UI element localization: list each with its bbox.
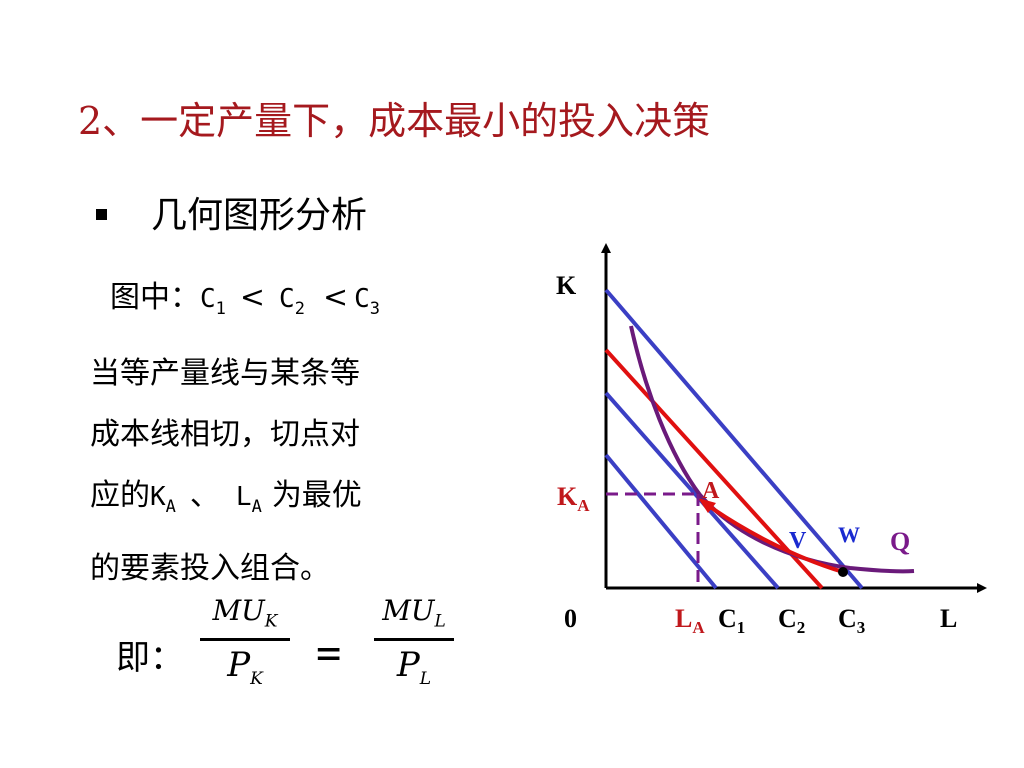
c3-letter: C bbox=[838, 604, 857, 633]
la-axis-label: LA bbox=[675, 604, 705, 637]
p-k-subscript: K bbox=[250, 668, 263, 689]
c3-axis-label: C3 bbox=[838, 604, 865, 637]
arrowhead-icon bbox=[698, 498, 716, 513]
inequality-prefix: 图中： bbox=[110, 280, 200, 315]
fraction-l-numerator: MUL bbox=[374, 594, 454, 632]
y-axis-label: K bbox=[556, 271, 577, 300]
fraction-l-bar bbox=[374, 637, 454, 641]
c2-sub: 2 bbox=[797, 618, 806, 637]
p-k-symbol: P bbox=[227, 644, 251, 685]
la-axis-letter: L bbox=[675, 604, 692, 633]
c2-symbol: C bbox=[279, 284, 295, 314]
c1-subscript: 1 bbox=[215, 299, 226, 319]
ka-axis-letter: K bbox=[557, 482, 578, 511]
cost-inequality: 图中：C1 < C2 < C3 bbox=[110, 272, 380, 319]
mu-k-subscript: K bbox=[264, 611, 278, 632]
para-line-3-start: 应的 bbox=[90, 478, 150, 513]
fraction-k-bar bbox=[200, 637, 290, 641]
equals-sign: = bbox=[316, 628, 342, 677]
para-line-3: 应的KA、 LA 为最优 bbox=[90, 465, 460, 538]
fraction-k-denominator: PK bbox=[200, 645, 290, 689]
para-line-3-end: 为最优 bbox=[271, 478, 362, 513]
fraction-l-denominator: PL bbox=[374, 645, 454, 689]
p-l-subscript: L bbox=[419, 668, 432, 689]
la-axis-subscript: A bbox=[692, 618, 705, 637]
ka-symbol: K bbox=[150, 482, 166, 512]
origin-label: 0 bbox=[564, 604, 577, 633]
less-than-2: < bbox=[322, 280, 349, 315]
movement-arrow-curve bbox=[704, 502, 844, 574]
fraction-k-numerator: MUK bbox=[200, 594, 290, 632]
para-line-4: 的要素投入组合。 bbox=[90, 551, 330, 586]
equation-prefix: 即： bbox=[116, 638, 184, 678]
isocost-line-c3 bbox=[604, 288, 864, 590]
c3-subscript: 3 bbox=[369, 299, 380, 319]
separator: 、 bbox=[189, 478, 220, 513]
mu-k-symbol: MU bbox=[212, 594, 265, 627]
fraction-l: MUL PL bbox=[374, 594, 454, 688]
la-subscript: A bbox=[251, 497, 262, 517]
c2-subscript: 2 bbox=[294, 299, 305, 319]
slide-title: 2、一定产量下，成本最小的投入决策 bbox=[78, 99, 711, 143]
point-w-label: W bbox=[838, 522, 860, 547]
ka-axis-subscript: A bbox=[577, 496, 590, 515]
mu-l-symbol: MU bbox=[382, 594, 435, 627]
bullet-text: 几何图形分析 bbox=[151, 195, 368, 236]
c2-letter: C bbox=[778, 604, 797, 633]
fraction-k: MUK PK bbox=[200, 594, 290, 688]
point-v-label: V bbox=[789, 528, 807, 554]
point-a-label: A bbox=[702, 478, 720, 504]
c2-axis-label: C2 bbox=[778, 604, 805, 637]
c1-symbol: C bbox=[200, 284, 216, 314]
isocost-line-c2 bbox=[604, 391, 780, 590]
la-symbol: L bbox=[235, 482, 252, 512]
explanation-paragraph: 当等产量线与某条等 成本线相切，切点对 应的KA、 LA 为最优 的要素投入组合。 bbox=[90, 343, 460, 599]
point-w-dot bbox=[838, 567, 848, 577]
isoquant-curve-q bbox=[629, 325, 915, 574]
p-l-symbol: P bbox=[396, 644, 420, 685]
para-line-2: 成本线相切，切点对 bbox=[90, 417, 360, 452]
square-bullet-icon bbox=[96, 208, 107, 220]
less-than-1: < bbox=[239, 280, 266, 315]
mu-l-subscript: L bbox=[434, 611, 446, 632]
bullet-item: 几何图形分析 bbox=[96, 186, 367, 238]
c3-symbol: C bbox=[354, 284, 370, 314]
x-axis-label: L bbox=[940, 604, 957, 633]
para-line-1: 当等产量线与某条等 bbox=[90, 356, 360, 391]
c1-sub: 1 bbox=[737, 618, 746, 637]
ka-subscript: A bbox=[165, 497, 176, 517]
isocost-line-c1 bbox=[604, 453, 718, 590]
c3-sub: 3 bbox=[857, 618, 866, 637]
c1-letter: C bbox=[718, 604, 737, 633]
curve-q-label: Q bbox=[890, 527, 910, 556]
c1-axis-label: C1 bbox=[718, 604, 745, 637]
ka-axis-label: KA bbox=[557, 482, 590, 515]
